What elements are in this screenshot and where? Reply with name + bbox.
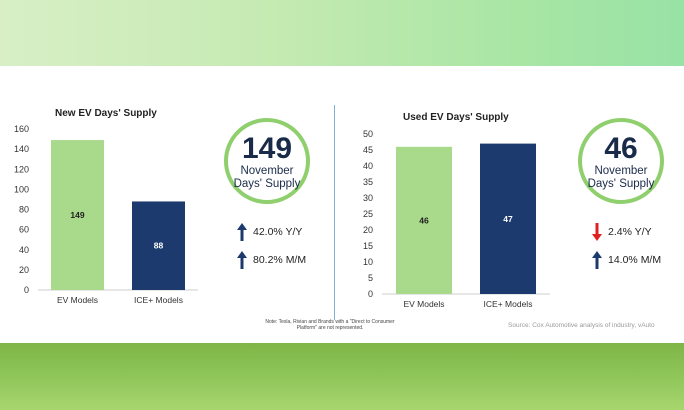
bar-data-label: 46 bbox=[419, 215, 429, 225]
y-tick-label: 50 bbox=[363, 129, 373, 139]
callout-label-line1: November bbox=[594, 165, 648, 177]
used-ev-mom-stat: 14.0% M/M bbox=[591, 250, 661, 270]
content-panel bbox=[0, 66, 684, 343]
y-tick-label: 35 bbox=[363, 177, 373, 187]
new-ev-chart-title: New EV Days' Supply bbox=[55, 108, 157, 119]
bar-data-label: 88 bbox=[154, 241, 164, 251]
up-arrow-icon bbox=[237, 251, 247, 269]
bar-data-label: 149 bbox=[70, 210, 84, 220]
x-tick-label: ICE+ Models bbox=[134, 295, 183, 305]
bar bbox=[132, 201, 185, 290]
y-tick-label: 5 bbox=[368, 273, 373, 283]
bar bbox=[480, 143, 536, 294]
y-tick-label: 40 bbox=[19, 245, 29, 255]
bottom-decorative-band bbox=[0, 343, 684, 410]
new-ev-yoy-stat: 42.0% Y/Y bbox=[236, 222, 302, 242]
panel-divider bbox=[334, 105, 335, 320]
up-arrow-icon bbox=[237, 223, 247, 241]
stat-text: 14.0% M/M bbox=[608, 254, 662, 266]
y-tick-label: 80 bbox=[19, 205, 29, 215]
y-tick-label: 100 bbox=[14, 184, 29, 194]
callout-value: 149 bbox=[241, 132, 293, 165]
new-ev-mom-stat: 80.2% M/M bbox=[236, 250, 306, 270]
bar bbox=[396, 146, 452, 294]
x-tick-label: ICE+ Models bbox=[484, 299, 533, 309]
y-tick-label: 60 bbox=[19, 225, 29, 235]
new-ev-days-supply-callout: 149 November Days' Supply bbox=[224, 118, 310, 204]
used-ev-chart-title: Used EV Days' Supply bbox=[403, 112, 509, 123]
up-arrow-icon bbox=[592, 251, 602, 269]
y-tick-label: 20 bbox=[19, 265, 29, 275]
callout-label-line2: Days' Supply bbox=[233, 178, 301, 190]
used-ev-days-supply-callout: 46 November Days' Supply bbox=[578, 118, 664, 204]
y-tick-label: 0 bbox=[24, 285, 29, 295]
y-tick-label: 25 bbox=[363, 209, 373, 219]
x-tick-label: EV Models bbox=[403, 299, 444, 309]
x-tick-label: EV Models bbox=[57, 295, 98, 305]
y-tick-label: 160 bbox=[14, 124, 29, 134]
y-tick-label: 15 bbox=[363, 241, 373, 251]
y-tick-label: 40 bbox=[363, 161, 373, 171]
callout-label-line1: November bbox=[240, 165, 294, 177]
y-tick-label: 30 bbox=[363, 193, 373, 203]
stat-text: 42.0% Y/Y bbox=[253, 226, 303, 238]
bar-data-label: 47 bbox=[503, 214, 513, 224]
source-note: Source: Cox Automotive analysis of indus… bbox=[508, 322, 655, 329]
callout-value: 46 bbox=[604, 132, 638, 165]
y-tick-label: 0 bbox=[368, 289, 373, 299]
y-tick-label: 140 bbox=[14, 144, 29, 154]
y-tick-label: 10 bbox=[363, 257, 373, 267]
bar bbox=[51, 140, 104, 290]
y-tick-label: 20 bbox=[363, 225, 373, 235]
stat-text: 80.2% M/M bbox=[253, 254, 307, 266]
callout-label-line2: Days' Supply bbox=[587, 178, 655, 190]
used-ev-yoy-stat: 2.4% Y/Y bbox=[591, 222, 652, 242]
down-arrow-icon bbox=[592, 223, 602, 241]
top-decorative-band bbox=[0, 0, 684, 66]
y-tick-label: 45 bbox=[363, 145, 373, 155]
footnote: Note: Tesla, Rivian and Brands with a "D… bbox=[265, 319, 395, 331]
y-tick-label: 120 bbox=[14, 164, 29, 174]
stat-text: 2.4% Y/Y bbox=[608, 226, 652, 238]
